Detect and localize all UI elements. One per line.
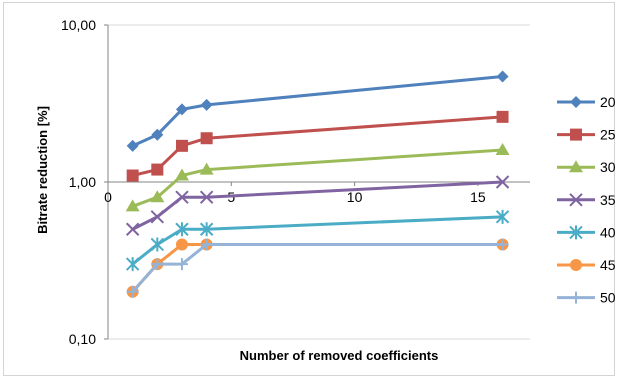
axes <box>104 24 530 340</box>
y-axis-label: Bitrate reduction [%] <box>35 106 50 234</box>
data-point-35-3 <box>199 190 214 204</box>
series-layer <box>125 70 510 298</box>
legend-label: 35 <box>600 192 616 208</box>
x-axis-label: Number of removed coefficients <box>240 348 439 363</box>
data-point-40-3 <box>199 222 214 237</box>
legend-label: 40 <box>600 224 616 240</box>
legend-label: 45 <box>600 257 616 273</box>
series-50 <box>126 238 509 298</box>
chart-frame <box>3 2 615 376</box>
legend-marker <box>569 193 583 207</box>
data-point-40-0 <box>125 257 140 272</box>
legend-marker <box>569 225 583 240</box>
x-tick-label: 0 <box>104 189 112 205</box>
data-point-25-3 <box>200 132 213 145</box>
data-point-30-4 <box>495 142 510 155</box>
data-point-30-3 <box>199 162 214 175</box>
data-point-35-0 <box>125 222 140 236</box>
y-tick-label: 10,00 <box>61 17 96 33</box>
data-point-20-2 <box>175 103 188 116</box>
data-point-50-0 <box>126 285 139 298</box>
data-point-50-2 <box>175 258 188 271</box>
legend-item-20: 20 <box>557 94 616 110</box>
legend: 20 25 30 35 40 45 50 <box>557 94 616 306</box>
legend-item-35: 35 <box>557 192 616 208</box>
legend-marker <box>570 291 582 304</box>
series-line-50 <box>131 242 503 293</box>
legend-label: 50 <box>600 290 616 306</box>
series-line-35 <box>131 180 503 231</box>
data-point-25-4 <box>496 110 509 123</box>
data-point-20-0 <box>126 139 139 152</box>
y-tick-label: 1,00 <box>69 174 96 190</box>
data-point-40-2 <box>175 222 189 237</box>
series-line-45 <box>131 242 503 293</box>
y-tick-label: 0,10 <box>69 331 96 347</box>
legend-label: 25 <box>600 127 616 143</box>
data-point-25-0 <box>126 169 139 182</box>
x-tick-label: 10 <box>347 189 363 205</box>
data-point-20-3 <box>200 98 213 111</box>
data-point-25-2 <box>175 139 188 152</box>
data-point-40-4 <box>495 209 510 224</box>
legend-label: 30 <box>600 159 616 175</box>
data-point-45-2 <box>175 238 188 251</box>
legend-item-30: 30 <box>557 159 616 175</box>
legend-marker <box>570 96 582 108</box>
data-point-50-3 <box>200 238 213 251</box>
data-point-35-1 <box>150 210 165 224</box>
legend-item-40: 40 <box>557 224 616 240</box>
legend-label: 20 <box>600 94 616 110</box>
series-45 <box>126 238 509 298</box>
x-tick-label: 15 <box>470 189 486 205</box>
legend-marker <box>570 128 582 141</box>
legend-marker <box>570 259 582 271</box>
series-line-20 <box>132 74 503 148</box>
series-35 <box>125 175 510 236</box>
data-point-30-2 <box>174 168 189 181</box>
data-point-50-1 <box>151 258 164 271</box>
data-point-30-1 <box>150 190 165 203</box>
series-25 <box>126 110 509 182</box>
series-20 <box>126 70 509 152</box>
legend-item-45: 45 <box>557 257 616 273</box>
data-point-50-4 <box>496 238 509 251</box>
series-30 <box>125 142 510 212</box>
data-point-20-1 <box>151 128 164 141</box>
series-line-25 <box>132 115 503 177</box>
data-point-20-4 <box>496 70 509 83</box>
series-40 <box>125 209 510 272</box>
legend-item-50: 50 <box>557 290 616 306</box>
data-point-25-1 <box>151 163 164 176</box>
data-point-35-4 <box>495 175 510 189</box>
legend-marker <box>569 160 583 173</box>
data-point-40-1 <box>150 237 165 252</box>
data-point-35-2 <box>175 190 189 204</box>
legend-item-25: 25 <box>557 127 616 143</box>
data-point-30-0 <box>125 199 140 212</box>
